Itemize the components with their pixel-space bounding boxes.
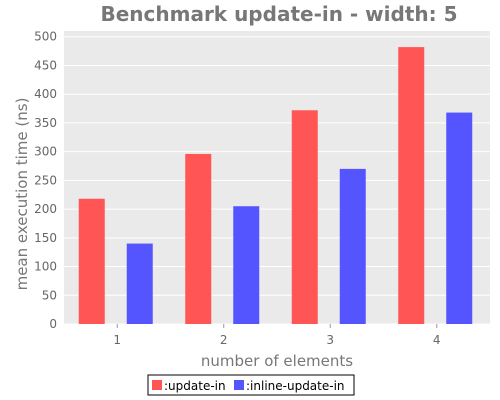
bar-inline-update-in [446, 112, 473, 325]
bar-update-in [185, 153, 212, 324]
legend-entry: :update-in [164, 379, 226, 393]
legend: :update-in :inline-update-in [147, 374, 355, 396]
y-tick-label: 500 [34, 30, 57, 44]
y-tick-label: 400 [34, 87, 57, 101]
y-tick-label: 100 [34, 260, 57, 274]
chart-title: Benchmark update-in - width: 5 [100, 2, 457, 26]
y-tick-label: 300 [34, 145, 57, 159]
y-tick-label: 200 [34, 202, 57, 216]
x-axis-ticks: 1 2 3 4 [113, 324, 441, 347]
y-tick-label: 150 [34, 231, 57, 245]
legend-entry: :inline-update-in [246, 379, 345, 393]
y-tick-label: 350 [34, 116, 57, 130]
bar-update-in [78, 198, 105, 324]
legend-swatch [234, 380, 244, 390]
y-tick-label: 250 [34, 173, 57, 187]
y-axis-ticks: 0 50 100 150 200 250 300 350 400 450 500 [34, 30, 57, 331]
legend-swatch [152, 380, 162, 390]
x-tick-label: 1 [113, 333, 121, 347]
x-tick-label: 3 [326, 333, 334, 347]
x-axis-label: number of elements [201, 352, 353, 370]
y-tick-label: 0 [49, 317, 57, 331]
x-tick-label: 4 [433, 333, 441, 347]
legend-box [147, 374, 355, 396]
y-axis-label: mean execution time (ns) [13, 98, 31, 291]
y-tick-label: 450 [34, 58, 57, 72]
bar-inline-update-in [233, 206, 260, 324]
bar-update-in [398, 47, 425, 324]
bar-inline-update-in [126, 243, 153, 324]
x-tick-label: 2 [220, 333, 228, 347]
bar-update-in [291, 110, 318, 325]
bar-inline-update-in [339, 168, 366, 324]
y-tick-label: 50 [42, 288, 57, 302]
bars [78, 47, 473, 325]
